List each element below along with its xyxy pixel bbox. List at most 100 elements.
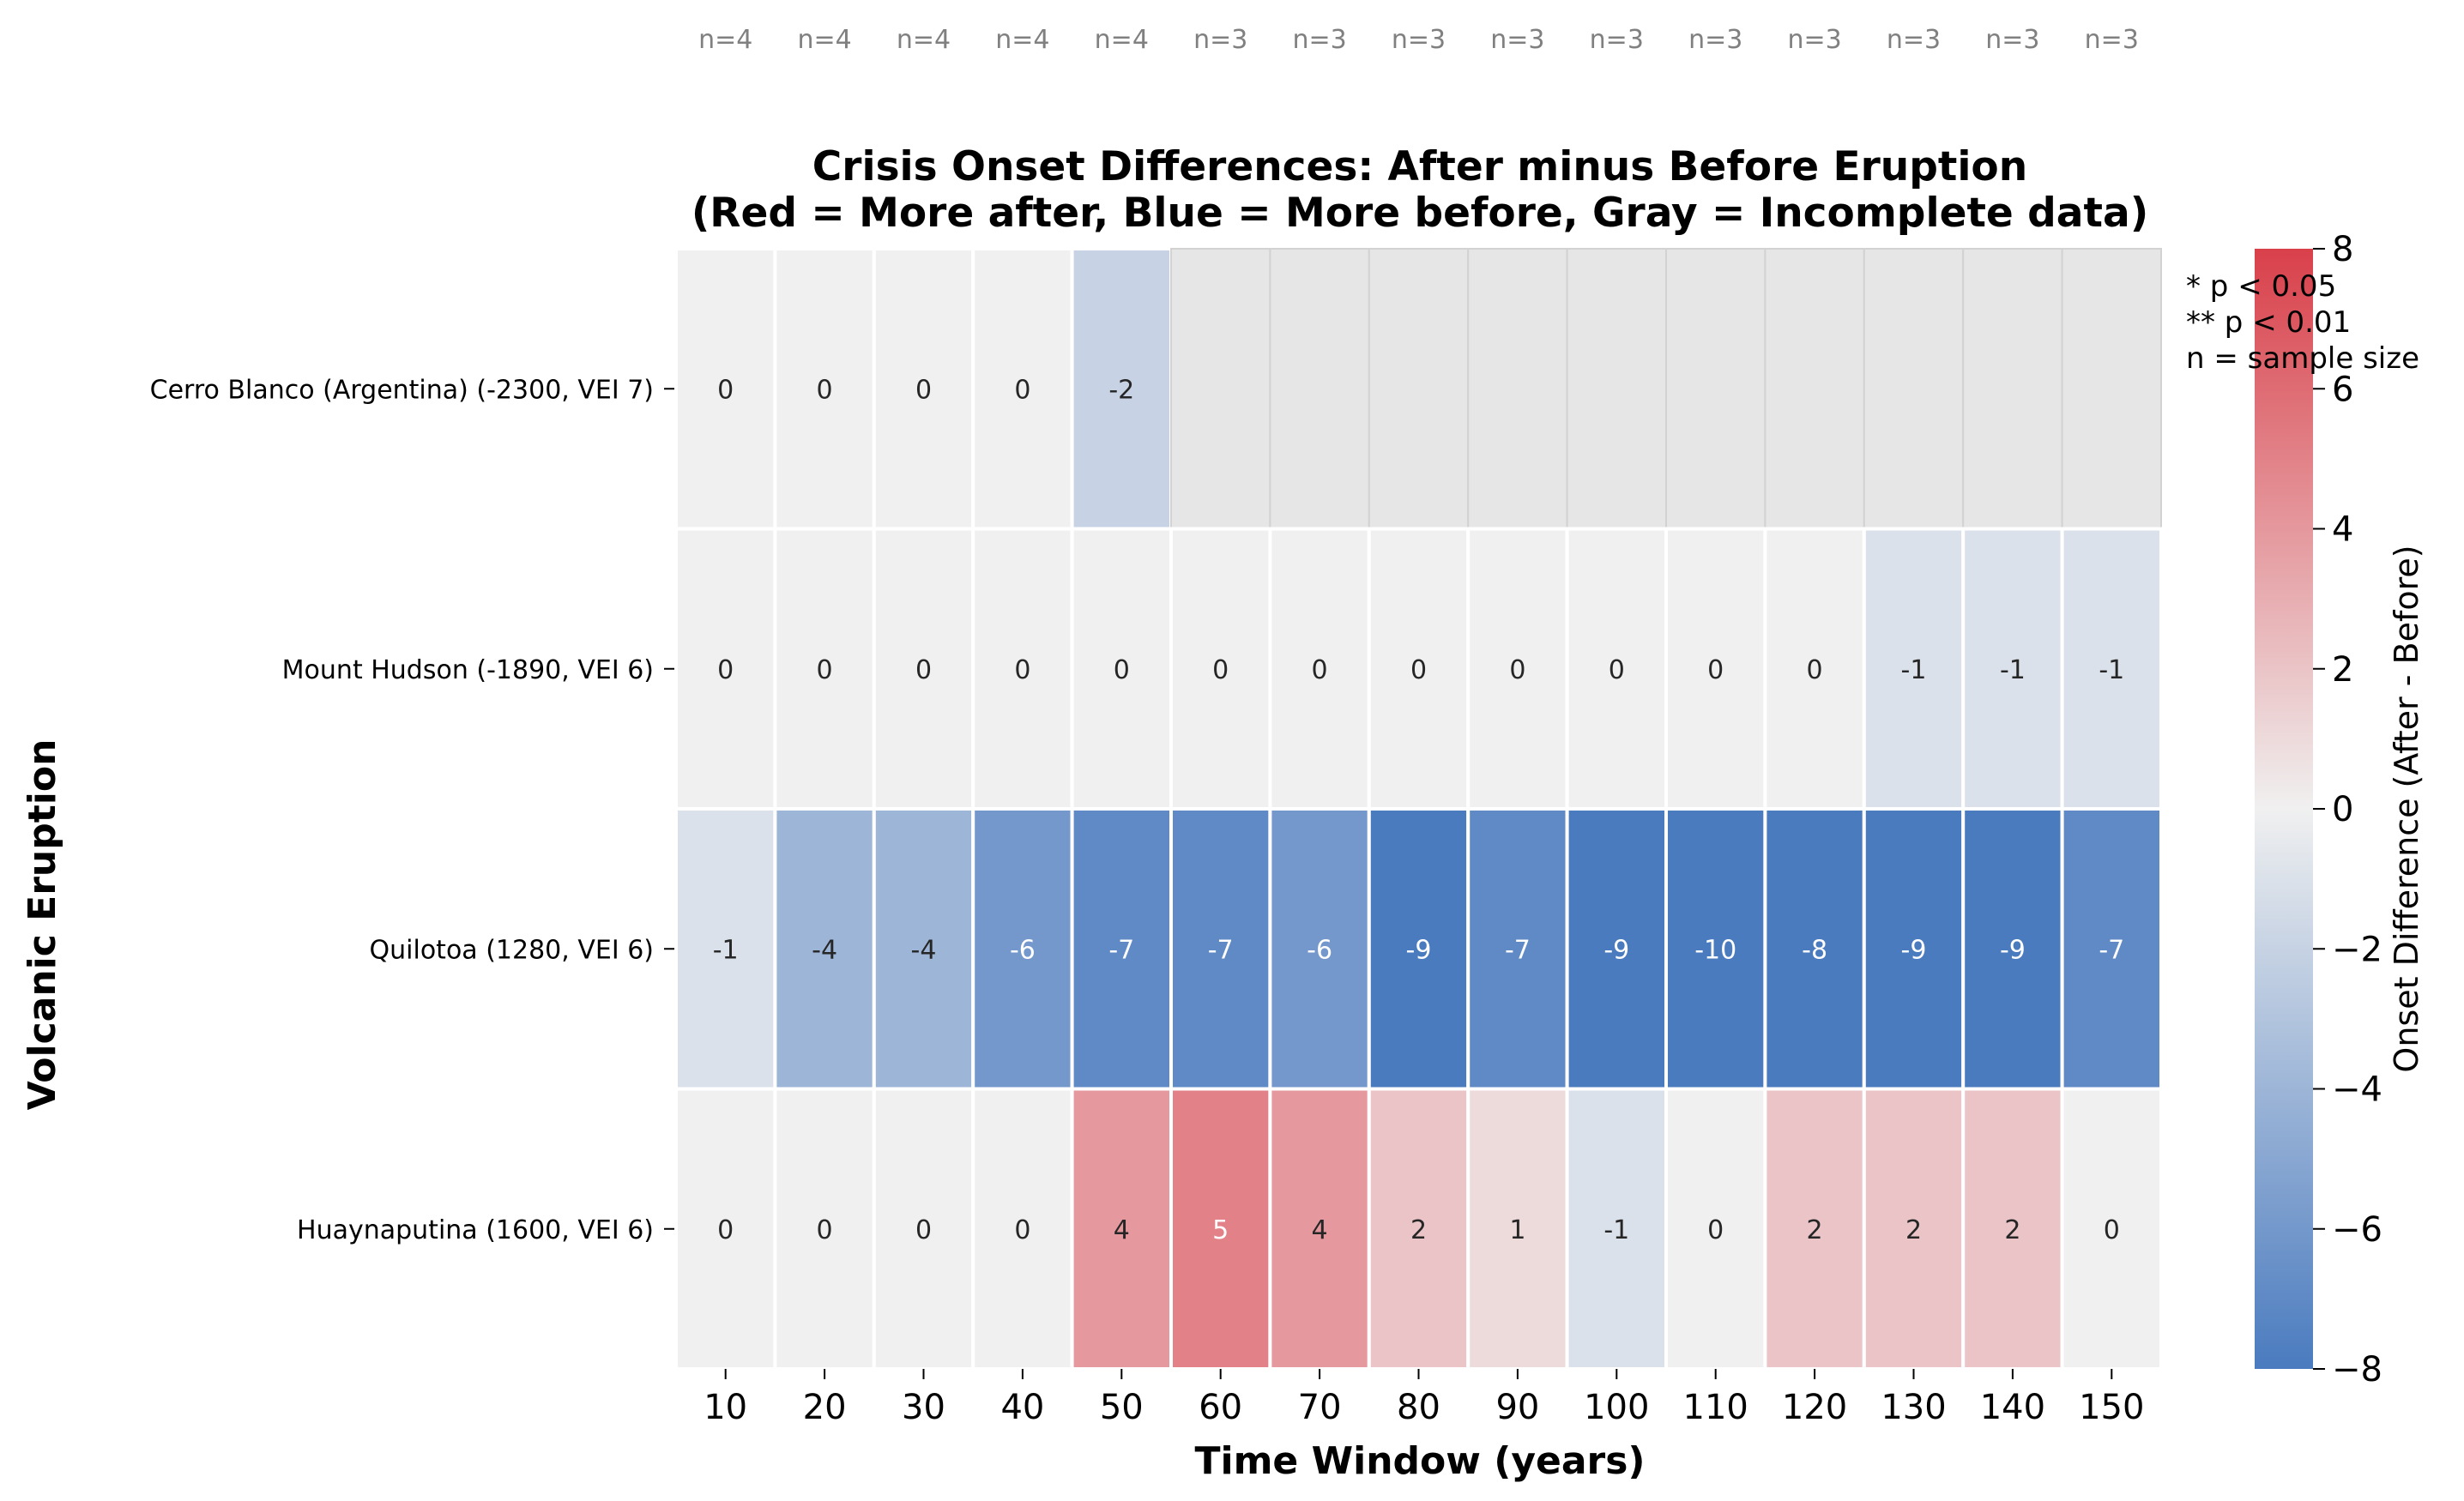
cell-value-label: 1 [1509,1215,1525,1245]
x-tick-label: 140 [1980,1388,2045,1427]
heatmap-cell [773,807,876,1091]
heatmap-cell [1665,248,1766,530]
cell-value-label: 0 [1609,655,1625,685]
legend-note-p05: * p < 0.05 [2186,269,2336,304]
x-tick-label: 80 [1397,1388,1440,1427]
cell-value-label: -9 [1406,935,1432,965]
sample-size-label: n=3 [1590,25,1644,55]
cell-value-label: 2 [1905,1215,1922,1245]
colorbar-label: Onset Difference (After - Before) [2388,545,2425,1072]
cell-value-label: -1 [1901,655,1927,685]
cell-value-label: 4 [1312,1215,1328,1245]
cell-value-label: -9 [1901,935,1927,965]
colorbar-tick-label: 0 [2332,790,2353,829]
heatmap-cell [1268,527,1371,811]
heatmap-cell [1466,807,1569,1091]
sample-size-labels: n=4 n=4 n=4 n=4 n=4 n=3 n=3 n=3 n=3 n=3 n=3 n=3 n=3 n… [698,25,2139,55]
cell-value-label: 0 [1014,655,1030,685]
x-tick-label: 150 [2079,1388,2144,1427]
cell-value-label: -4 [812,935,837,965]
colorbar-tick-label: −6 [2332,1210,2382,1250]
heatmap-cell [1961,527,2064,811]
cell-value-label: 0 [817,375,833,405]
heatmap-cell [1170,248,1271,530]
heatmap-cell [1961,1087,2064,1371]
cell-value-label: 2 [2004,1215,2020,1245]
heatmap-cell [1862,527,1966,811]
colorbar-tick-label: −2 [2332,930,2382,969]
cell-value-label: -2 [1108,375,1134,405]
cell-value-label: 4 [1114,1215,1130,1245]
sample-size-label: n=3 [1985,25,2039,55]
sample-size-label: n=3 [1688,25,1742,55]
colorbar-tick-label: −4 [2332,1070,2382,1110]
colorbar-tick-label: 8 [2332,230,2353,269]
cell-value-label: 0 [1114,655,1130,685]
heatmap-cell [1566,248,1667,530]
cell-value-label: 0 [1312,655,1328,685]
sample-size-label: n=4 [995,25,1049,55]
cell-value-label: 0 [1014,375,1030,405]
cell-value-label: 0 [2104,1215,2120,1245]
cell-value-label: -1 [713,935,739,965]
cell-value-label: 0 [717,375,734,405]
heatmap-cell [1664,807,1767,1091]
colorbar-tick-label: 2 [2332,650,2353,690]
colorbar-tick-label: 6 [2332,370,2353,409]
heatmap-cell [1368,248,1470,530]
x-tick-label: 40 [1000,1388,1044,1427]
cell-value-label: -9 [1603,935,1629,965]
x-tick-label: 100 [1584,1388,1649,1427]
x-tick-label: 30 [902,1388,945,1427]
heatmap-cell [1664,527,1767,811]
heatmap-cell [674,1087,777,1371]
y-axis-ticks: Cerro Blanco (Argentina) (-2300, VEI 7) M… [150,375,674,1245]
cell-value-label: -1 [1603,1215,1629,1245]
heatmap-cell [1268,807,1371,1091]
x-tick-label: 90 [1495,1388,1539,1427]
y-tick-label: Quilotoa (1280, VEI 6) [370,935,654,965]
colorbar-tick-label: −8 [2332,1350,2382,1389]
cell-value-label: -9 [2000,935,2026,965]
y-tick-label: Cerro Blanco (Argentina) (-2300, VEI 7) [150,375,654,405]
heatmap-cell [1763,1087,1866,1371]
heatmap-cell [674,807,777,1091]
sample-size-label: n=3 [1193,25,1247,55]
cell-value-label: -8 [1802,935,1827,965]
y-tick-label: Huaynaputina (1600, VEI 6) [297,1215,654,1245]
heatmap-cell [1070,1087,1173,1371]
cell-value-label: 0 [1509,655,1525,685]
cell-value-label: -6 [1307,935,1332,965]
cell-value-label: 0 [817,1215,833,1245]
legend-note-n: n = sample size [2186,341,2419,376]
heatmap-cell [2061,248,2163,530]
sample-size-label: n=3 [2085,25,2139,55]
cell-value-label: 2 [1410,1215,1427,1245]
chart-title-line2: (Red = More after, Blue = More before, G… [691,190,2148,237]
heatmap-cell [1367,1087,1471,1371]
sample-size-label: n=4 [897,25,951,55]
cell-value-label: -7 [2099,935,2124,965]
cell-value-label: 0 [1807,655,1823,685]
sample-size-label: n=3 [1392,25,1446,55]
cell-value-label: 0 [1410,655,1427,685]
cell-value-label: -7 [1505,935,1531,965]
cell-value-label: -10 [1694,935,1736,965]
colorbar-tick-label: 4 [2332,510,2353,550]
heatmap-cell [1763,527,1866,811]
sample-size-label: n=4 [797,25,851,55]
heatmap-cell [1863,248,1965,530]
cell-value-label: -7 [1108,935,1134,965]
sample-size-label: n=4 [698,25,752,55]
sample-size-label: n=3 [1887,25,1941,55]
cell-value-label: -6 [1010,935,1036,965]
heatmap-cell [1862,1087,1966,1371]
heatmap-cell [674,527,777,811]
x-tick-label: 50 [1100,1388,1144,1427]
sample-size-label: n=3 [1787,25,1841,55]
x-tick-label: 110 [1683,1388,1748,1427]
heatmap-cell [773,247,876,531]
cell-value-label: 0 [1707,655,1724,685]
cell-value-label: 0 [1212,655,1229,685]
